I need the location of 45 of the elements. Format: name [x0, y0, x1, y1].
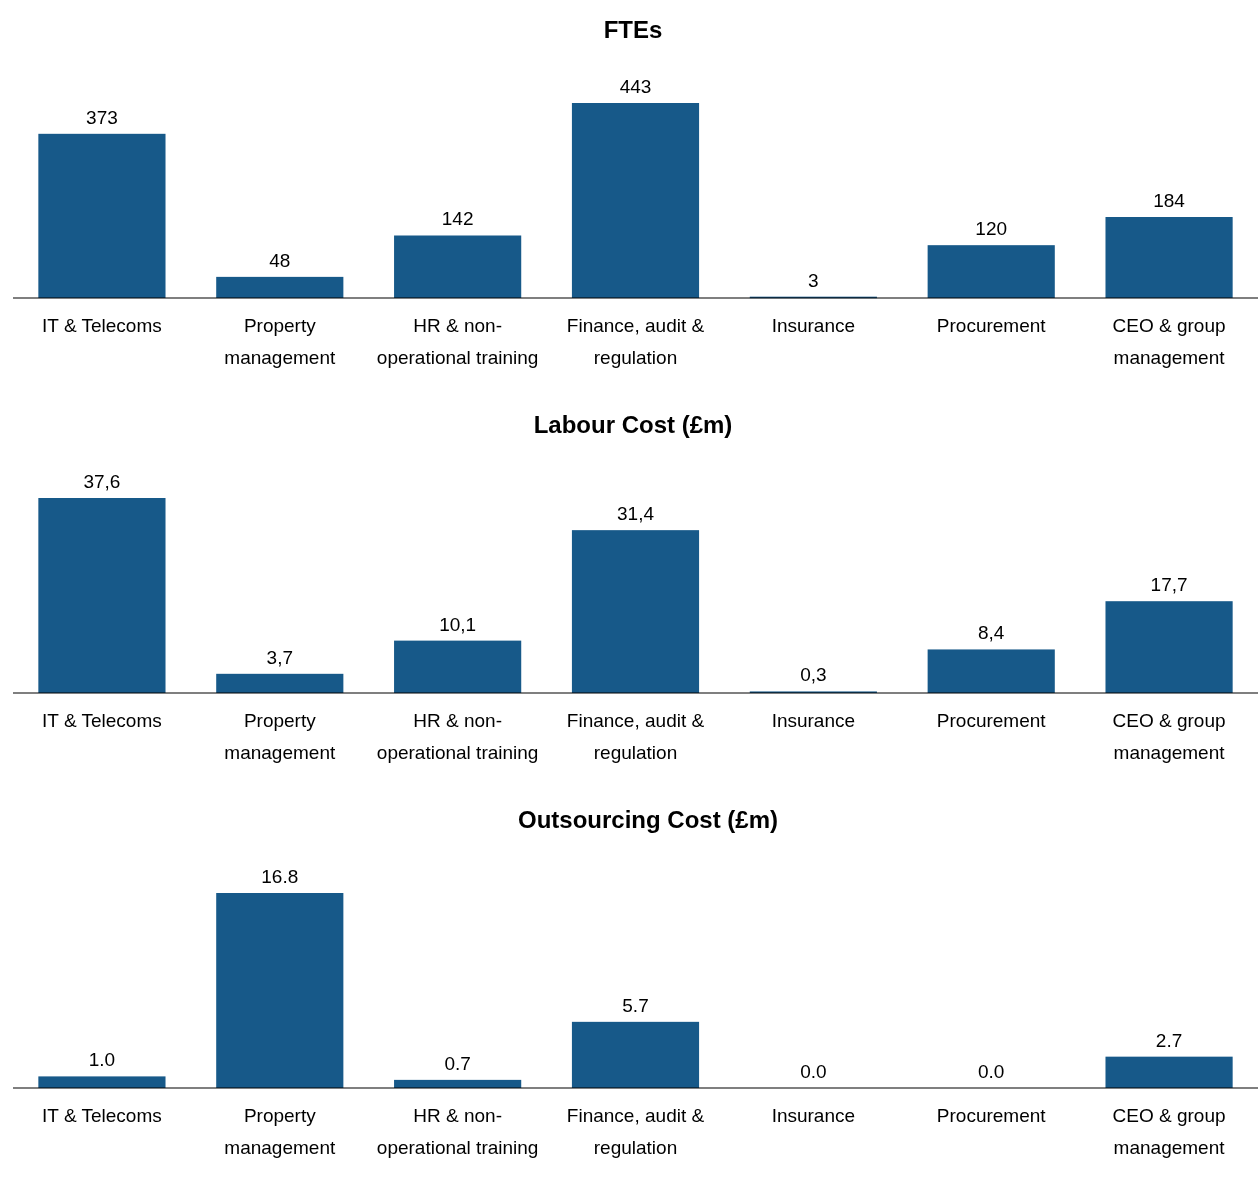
data-label: 8,4 — [978, 622, 1005, 644]
x-tick-label: HR & non-operational training — [376, 1105, 539, 1158]
data-label: 184 — [1153, 190, 1186, 212]
x-tick-label: Procurement — [936, 315, 1047, 336]
data-label: 31,4 — [617, 503, 655, 525]
x-tick-label: Finance, audit & regulation — [566, 1105, 705, 1158]
x-tick-label: Procurement — [936, 1105, 1047, 1126]
x-tick-label: Property management — [224, 315, 336, 368]
data-label: 120 — [975, 218, 1008, 240]
x-tick-label: Insurance — [771, 710, 856, 731]
data-label: 1.0 — [88, 1049, 116, 1071]
data-label: 16.8 — [261, 866, 299, 887]
x-tick-label: CEO & group management — [1112, 1105, 1226, 1158]
x-tick-label: Finance, audit & regulation — [566, 710, 705, 763]
data-label: 2.7 — [1155, 1029, 1183, 1051]
data-label: 48 — [269, 249, 291, 271]
data-label: 0.7 — [444, 1052, 471, 1074]
data-label: 142 — [441, 208, 474, 230]
data-label: 373 — [86, 106, 118, 128]
data-label: 0,3 — [800, 664, 827, 686]
chart-title: Outsourcing Cost (£m) — [517, 806, 779, 833]
x-tick-label: IT & Telecoms — [42, 315, 162, 336]
x-tick-label: IT & Telecoms — [42, 1105, 162, 1126]
x-tick-label: HR & non-operational training — [376, 315, 539, 368]
data-label: 10,1 — [439, 613, 477, 635]
chart-title: Labour Cost (£m) — [533, 411, 733, 438]
data-label: 443 — [619, 76, 652, 97]
x-tick-label: CEO & group management — [1112, 710, 1226, 763]
data-label: 0.0 — [800, 1061, 827, 1082]
x-tick-label: Property management — [224, 710, 336, 763]
data-label: 0.0 — [978, 1061, 1005, 1082]
data-label: 17,7 — [1150, 574, 1188, 596]
x-tick-label: HR & non-operational training — [376, 710, 539, 763]
x-tick-label: CEO & group management — [1112, 315, 1226, 368]
x-tick-label: Insurance — [771, 315, 856, 336]
data-label: 3,7 — [266, 646, 293, 668]
data-label: 5.7 — [622, 994, 649, 1016]
x-tick-label: IT & Telecoms — [42, 710, 162, 731]
x-tick-label: Procurement — [936, 710, 1047, 731]
x-tick-label: Insurance — [771, 1105, 856, 1126]
chart-title: FTEs — [603, 16, 663, 43]
data-label: 37,6 — [83, 471, 121, 492]
x-tick-label: Property management — [224, 1105, 336, 1158]
x-tick-label: Finance, audit & regulation — [566, 315, 705, 368]
data-label: 3 — [808, 269, 819, 291]
